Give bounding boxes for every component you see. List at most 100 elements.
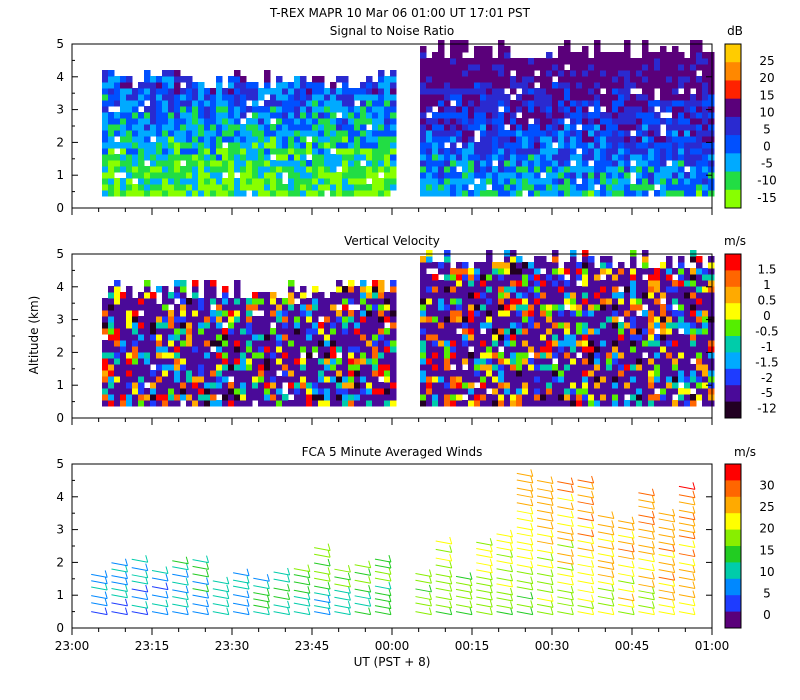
heatmap-cell (174, 124, 181, 131)
heatmap-cell (102, 358, 109, 365)
heatmap-cell (192, 394, 199, 401)
heatmap-cell (222, 106, 229, 113)
colorbar-label: 10 (759, 105, 774, 119)
heatmap-cell (702, 160, 709, 167)
wind-barb (536, 488, 554, 493)
heatmap-cell (144, 124, 151, 131)
heatmap-cell (192, 94, 199, 101)
heatmap-cell (102, 394, 109, 401)
heatmap-cell (192, 334, 199, 341)
heatmap-cell (528, 346, 535, 353)
heatmap-cell (582, 352, 589, 359)
heatmap-cell (420, 376, 427, 383)
heatmap-cell (708, 268, 715, 275)
heatmap-cell (678, 370, 685, 377)
heatmap-cell (696, 352, 703, 359)
heatmap-cell (660, 178, 667, 185)
x-tick-label: 23:45 (295, 639, 330, 653)
heatmap-cell (636, 190, 643, 197)
heatmap-cell (360, 376, 367, 383)
heatmap-cell (576, 310, 583, 317)
heatmap-cell (318, 400, 325, 407)
heatmap-cell (264, 376, 271, 383)
heatmap-cell (630, 322, 637, 329)
wind-barb-flag (591, 475, 595, 484)
heatmap-cell (102, 346, 109, 353)
heatmap-cell (690, 124, 697, 131)
wind-barb (577, 533, 594, 538)
wind-barb (516, 586, 533, 591)
heatmap-cell (576, 160, 583, 167)
heatmap-cell (540, 112, 547, 119)
heatmap-cell (192, 376, 199, 383)
wind-barb-flag (692, 482, 696, 490)
heatmap-cell (324, 334, 331, 341)
heatmap-cell (168, 388, 175, 395)
heatmap-cell (174, 346, 181, 353)
heatmap-cell (258, 382, 265, 389)
heatmap-cell (222, 286, 229, 293)
heatmap-cell (120, 160, 127, 167)
heatmap-cell (582, 124, 589, 131)
heatmap-cell (174, 178, 181, 185)
wind-barb (597, 531, 614, 536)
heatmap-cell (288, 106, 295, 113)
heatmap-cell (636, 286, 643, 293)
wind-barb-flag (287, 607, 291, 615)
heatmap-cell (234, 304, 241, 311)
heatmap-cell (690, 136, 697, 143)
heatmap-cell (516, 322, 523, 329)
heatmap-cell (348, 364, 355, 371)
heatmap-cell (444, 334, 451, 341)
heatmap-cell (618, 142, 625, 149)
heatmap-cell (522, 310, 529, 317)
heatmap-cell (690, 52, 697, 59)
heatmap-cell (288, 94, 295, 101)
heatmap-cell (222, 298, 229, 305)
heatmap-cell (222, 178, 229, 185)
heatmap-cell (318, 310, 325, 317)
heatmap-cell (114, 166, 121, 173)
y-tick-label: 3 (56, 313, 64, 327)
heatmap-cell (678, 130, 685, 137)
heatmap-cell (102, 178, 109, 185)
heatmap-cell (336, 94, 343, 101)
heatmap-cell (216, 328, 223, 335)
heatmap-cell (588, 328, 595, 335)
heatmap-cell (216, 388, 223, 395)
heatmap-cell (420, 118, 427, 125)
heatmap-cell (336, 394, 343, 401)
heatmap-cell (624, 100, 631, 107)
heatmap-cell (372, 130, 379, 137)
wind-barb (678, 611, 696, 616)
wind-barb-flag (428, 592, 432, 600)
colorbar-swatch (725, 401, 741, 419)
heatmap-cell (462, 334, 469, 341)
heatmap-cell (216, 100, 223, 107)
heatmap-cell (708, 304, 715, 311)
heatmap-cell (192, 124, 199, 131)
heatmap-cell (534, 340, 541, 347)
heatmap-cell (258, 160, 265, 167)
heatmap-cell (246, 178, 253, 185)
heatmap-cell (666, 70, 673, 77)
heatmap-cell (420, 46, 427, 53)
heatmap-cell (144, 376, 151, 383)
wind-barb (314, 585, 331, 590)
heatmap-cell (546, 376, 553, 383)
wind-barb (577, 554, 594, 559)
heatmap-cell (552, 340, 559, 347)
heatmap-cell (546, 106, 553, 113)
heatmap-cell (462, 160, 469, 167)
heatmap-cell (132, 394, 139, 401)
heatmap-cell (150, 304, 157, 311)
heatmap-cell (144, 154, 151, 161)
heatmap-cell (576, 340, 583, 347)
heatmap-cell (168, 160, 175, 167)
wind-barb (516, 580, 533, 585)
wind-barb-flag (550, 577, 554, 585)
heatmap-cell (684, 82, 691, 89)
heatmap-cell (534, 304, 541, 311)
heatmap-cell (306, 328, 313, 335)
heatmap-cell (300, 382, 307, 389)
